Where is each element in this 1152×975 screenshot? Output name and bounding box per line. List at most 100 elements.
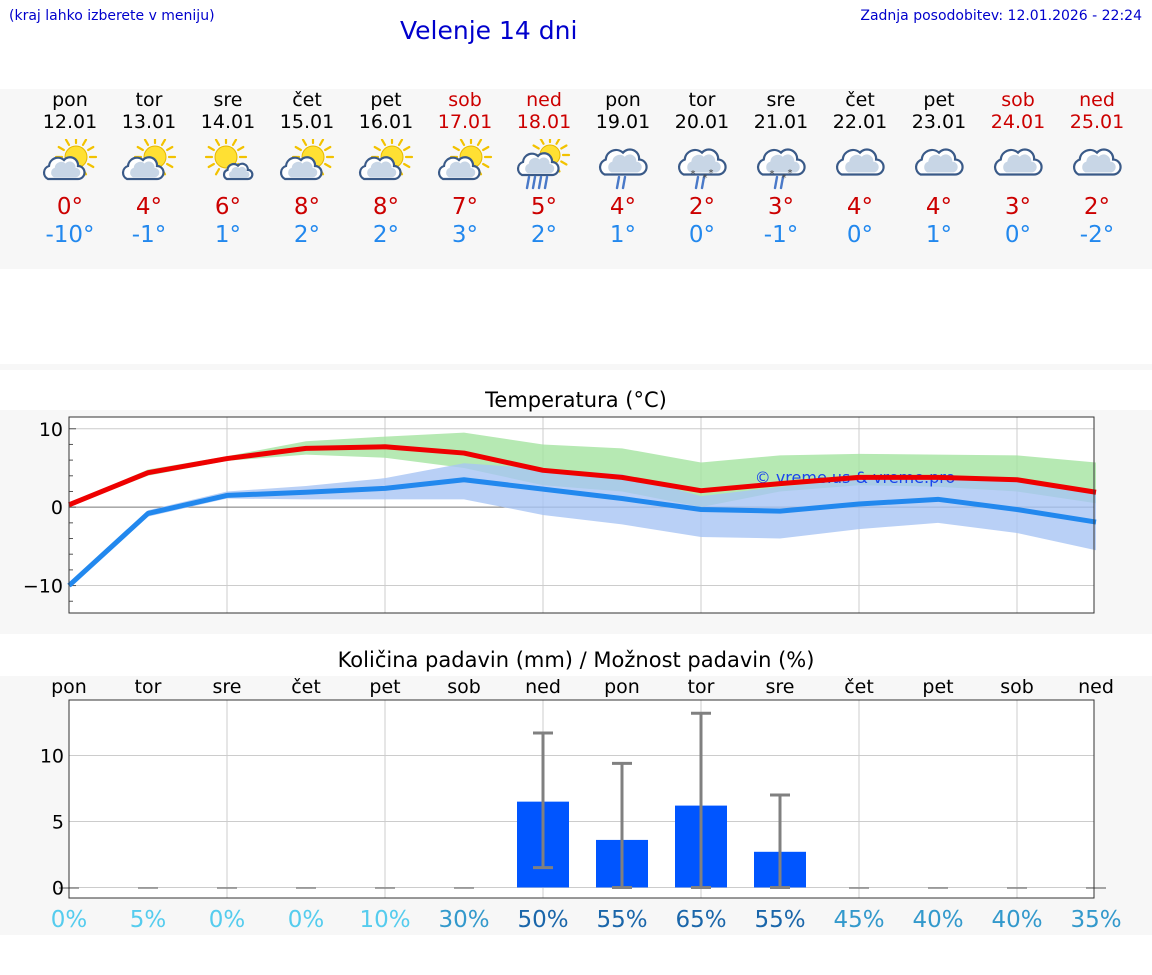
date-label: 22.01 (832, 111, 888, 133)
forecast-band (0, 89, 1152, 269)
weekday-label: tor (688, 89, 716, 111)
min-temp: 3° (451, 222, 479, 248)
min-temp: -1° (763, 222, 799, 248)
location-menu-hint: (kraj lahko izberete v meniju) (9, 8, 215, 24)
min-temp: 2° (293, 222, 321, 248)
svg-text:*: * (703, 173, 708, 184)
x-category-label: sob (1000, 676, 1034, 698)
max-temperature-line (68, 444, 1097, 508)
date-label: 18.01 (516, 111, 572, 133)
x-category-label: ned (1078, 676, 1114, 698)
min-temp: 0° (1004, 222, 1032, 248)
weekday-label: sre (766, 89, 796, 111)
date-label: 25.01 (1069, 111, 1125, 133)
weekday-label: sob (1001, 89, 1035, 111)
precip-probability-label: 50% (517, 907, 568, 933)
x-category-label: pet (369, 676, 400, 698)
max-temp: 0° (56, 194, 84, 220)
forecast-day: tor 13.01 4° -1° (109, 89, 189, 249)
min-temp: 1° (214, 222, 242, 248)
min-temp: 0° (846, 222, 874, 248)
forecast-day: sob 24.01 3° 0° (978, 89, 1058, 249)
date-label: 21.01 (753, 111, 809, 133)
precip-probability-label: 40% (991, 907, 1042, 933)
x-category-label: sob (447, 676, 481, 698)
date-label: 19.01 (595, 111, 651, 133)
forecast-day: sre 14.01 6° 1° (188, 89, 268, 249)
max-temp: 4° (609, 194, 637, 220)
min-temp: 1° (609, 222, 637, 248)
sun-cloud-icon (437, 139, 493, 181)
max-temp: 4° (846, 194, 874, 220)
precip-probability-label: 35% (1070, 907, 1121, 933)
precipitation-chart-title: Količina padavin (mm) / Možnost padavin … (337, 648, 815, 672)
max-temp: 8° (372, 194, 400, 220)
plot-area (69, 700, 1094, 898)
date-label: 14.01 (200, 111, 256, 133)
precip-probability-label: 55% (596, 907, 647, 933)
precip-probability-label: 5% (130, 907, 167, 933)
min-temp: 2° (530, 222, 558, 248)
max-temp: 4° (925, 194, 953, 220)
forecast-day: pet 16.01 8° 2° (346, 89, 426, 249)
forecast-day: ned 25.01 2° -2° (1057, 89, 1137, 249)
max-temp: 3° (767, 194, 795, 220)
forecast-day: sob 17.01 7° 3° (425, 89, 505, 249)
forecast-day: sre 21.01 * * * 3° -1° (741, 89, 821, 249)
precip-probability-label: 0% (209, 907, 246, 933)
min-range-band (69, 463, 1096, 588)
svg-text:*: * (691, 169, 696, 180)
x-category-label: čet (291, 676, 321, 698)
weekday-label: čet (845, 89, 875, 111)
date-label: 16.01 (358, 111, 414, 133)
weekday-label: sob (448, 89, 482, 111)
sun-cloud-rain-icon (516, 139, 571, 190)
page-title: Velenje 14 dni (400, 16, 578, 45)
min-temp: -1° (131, 222, 167, 248)
date-label: 13.01 (121, 111, 177, 133)
sun-cloud-icon (121, 139, 177, 181)
min-temp: -2° (1079, 222, 1115, 248)
weekday-label: pon (52, 89, 88, 111)
forecast-day: pet 23.01 4° 1° (899, 89, 979, 249)
x-category-label: pon (51, 676, 87, 698)
weekday-label: pet (923, 89, 955, 111)
forecast-day: ned 18.01 5° 2° (504, 89, 584, 249)
precip-probability-label: 65% (675, 907, 726, 933)
x-category-label: pon (604, 676, 640, 698)
weekday-label: ned (526, 89, 562, 111)
x-category-label: sre (766, 676, 795, 698)
y-tick-label: 10 (39, 419, 63, 441)
weekday-label: čet (292, 89, 322, 111)
max-temp: 3° (1004, 194, 1032, 220)
forecast-day: tor 20.01 * * * 2° 0° (662, 89, 742, 249)
max-range-band (69, 432, 1096, 508)
weekday-label: pet (370, 89, 402, 111)
x-category-label: tor (688, 676, 715, 698)
max-temp: 6° (214, 194, 242, 220)
svg-text:*: * (770, 169, 775, 180)
plot-frame (68, 416, 1095, 614)
min-temp: 1° (925, 222, 953, 248)
precip-probability-label: 30% (438, 907, 489, 933)
date-label: 23.01 (911, 111, 967, 133)
plot-frame (68, 699, 1095, 899)
y-tick-label: 10 (40, 745, 64, 767)
min-temp: -10° (45, 222, 95, 248)
precip-probability-label: 45% (833, 907, 884, 933)
max-temp: 2° (1083, 194, 1111, 220)
min-temp: 2° (372, 222, 400, 248)
y-tick-label: −10 (23, 576, 63, 598)
cloud-sleet-icon: * * * (756, 148, 806, 190)
weekday-label: pon (605, 89, 641, 111)
precip-probability-label: 0% (288, 907, 325, 933)
date-label: 12.01 (42, 111, 98, 133)
y-tick-label: 0 (51, 497, 63, 519)
forecast-day: pon 12.01 0° -10° (30, 89, 110, 249)
precipitation-chart: pon tor sre čet pet sob ned pon tor sre čet pet sob n… (40, 676, 1122, 933)
weekday-label: tor (135, 89, 163, 111)
x-category-label: čet (844, 676, 874, 698)
precip-probability-label: 55% (754, 907, 805, 933)
date-label: 24.01 (990, 111, 1046, 133)
x-category-label: ned (525, 676, 561, 698)
